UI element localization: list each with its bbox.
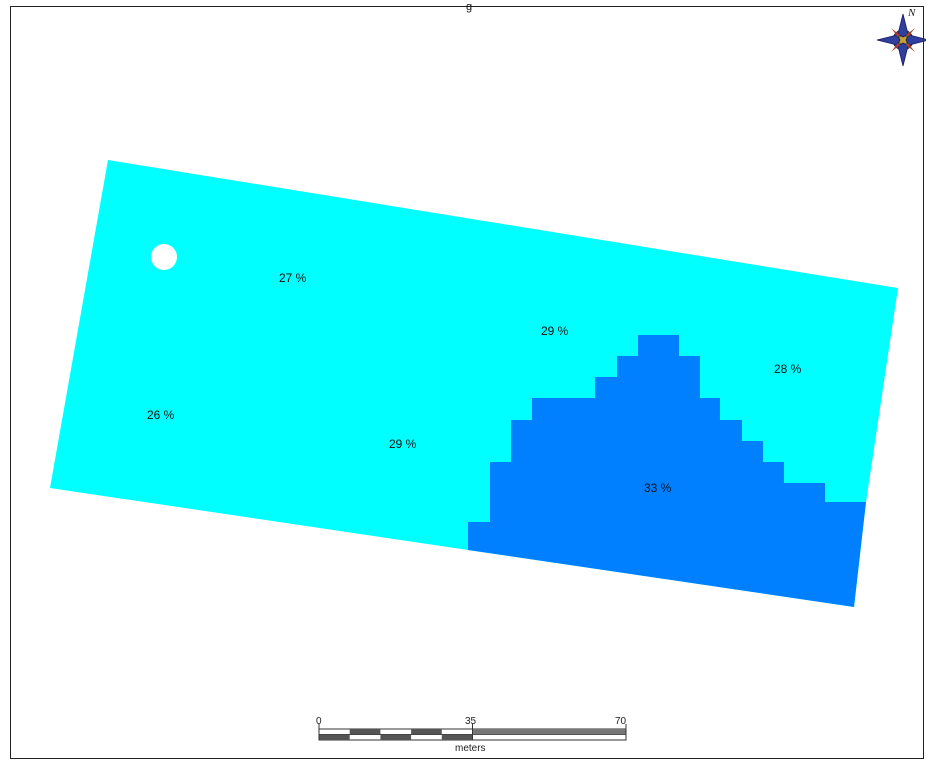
- scale-unit-label: meters: [455, 743, 486, 754]
- north-arrow-icon: N: [876, 7, 926, 67]
- scale-tick-label: 70: [615, 716, 627, 727]
- north-arrow-letter: N: [907, 7, 916, 19]
- scale-tick-label: 35: [465, 716, 477, 727]
- zone-label: 29 %: [389, 437, 417, 451]
- zone-label: 29 %: [541, 324, 569, 338]
- map-title-fragment: g: [466, 1, 473, 13]
- zone-label: 33 %: [644, 481, 672, 495]
- scale-bar: 0 35 70 meters: [316, 716, 627, 754]
- well-marker-icon: [151, 244, 177, 270]
- zone-label: 28 %: [774, 362, 802, 376]
- field-area-dark-zone: [468, 335, 866, 607]
- scale-tick-label: 0: [316, 716, 322, 727]
- zone-label: 27 %: [279, 271, 307, 285]
- zone-label: 26 %: [147, 408, 175, 422]
